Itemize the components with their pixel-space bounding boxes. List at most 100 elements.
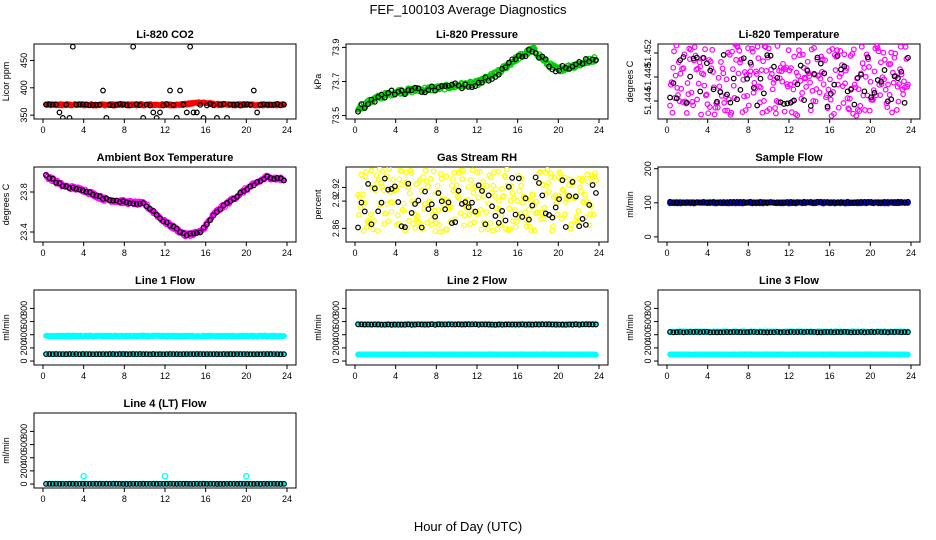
y-tick-label: 200 (19, 463, 29, 478)
data-point-avg (489, 321, 495, 328)
data-point-all (697, 63, 704, 70)
data-point-avg (868, 329, 874, 335)
data-point-avg (562, 224, 569, 230)
data-point-all (382, 210, 389, 217)
data-point-all (454, 193, 461, 200)
data-point-all (425, 183, 431, 189)
x-tick-label: 20 (241, 494, 251, 504)
data-point-avg (177, 87, 183, 94)
data-point-avg (143, 480, 150, 487)
data-point-avg (173, 351, 180, 358)
data-point-avg (495, 219, 502, 226)
y-tick-label: 800 (19, 424, 29, 439)
data-point-avg (452, 321, 459, 328)
data-point-avg (388, 87, 395, 94)
data-point-avg (116, 101, 123, 107)
data-point-all (439, 195, 446, 202)
x-tick-label: 0 (664, 371, 669, 381)
data-point-avg (83, 188, 90, 195)
x-tick-label: 16 (201, 125, 211, 135)
data-point-avg (230, 480, 237, 487)
data-point-avg (53, 101, 60, 108)
x-tick-label: 12 (160, 494, 170, 504)
data-point-avg (777, 329, 784, 336)
data-point-avg (727, 199, 734, 205)
data-point-avg (368, 221, 375, 228)
data-point-avg (734, 199, 740, 205)
data-point-avg (163, 219, 170, 226)
data-point-avg (667, 198, 673, 205)
data-points (667, 328, 911, 358)
data-point-all (730, 82, 737, 89)
y-tick-label: 600 (331, 314, 341, 329)
data-point-all (671, 48, 677, 55)
data-point-all (483, 209, 490, 216)
y-axis-label: kPa (313, 74, 323, 90)
data-point-avg (445, 321, 452, 328)
data-point-avg (714, 199, 720, 206)
data-point-all (863, 51, 870, 58)
data-point-avg (63, 351, 70, 358)
data-points (43, 44, 287, 119)
data-point-all (801, 74, 808, 81)
data-point-all (796, 52, 803, 59)
data-point-avg (472, 321, 479, 328)
data-point-avg (693, 199, 700, 206)
data-point-all (512, 224, 519, 231)
data-point-avg (217, 101, 224, 108)
data-point-all (477, 206, 484, 213)
data-point-avg (130, 351, 137, 357)
data-point-all (548, 174, 555, 181)
data-point-all (805, 70, 812, 77)
data-point-avg (190, 109, 197, 116)
data-point-avg (539, 321, 546, 328)
data-points (43, 171, 287, 240)
data-point-avg (361, 105, 368, 111)
data-point-avg (177, 351, 183, 358)
data-point-all (500, 193, 507, 199)
data-point-avg (247, 183, 254, 190)
data-point-avg (96, 101, 103, 108)
data-point-avg (277, 351, 284, 358)
data-point-all (476, 168, 483, 175)
data-point-avg (542, 321, 549, 328)
data-point-all (581, 191, 588, 198)
data-point-avg (797, 199, 804, 206)
data-point-avg (150, 480, 157, 487)
data-point-all (378, 180, 385, 187)
data-point-avg (412, 321, 418, 328)
data-point-all (834, 47, 841, 54)
data-point-avg (371, 98, 378, 105)
data-point-avg (740, 329, 747, 336)
data-point-avg (257, 351, 264, 358)
data-point-all (728, 109, 735, 116)
data-point-avg (700, 329, 707, 335)
data-point-avg (807, 329, 814, 335)
data-point-all (895, 98, 902, 105)
data-point-all (896, 81, 903, 87)
data-point-avg (398, 321, 405, 328)
y-tick-label: 100 (643, 195, 653, 210)
data-point-avg (157, 351, 163, 358)
data-point-avg (499, 207, 506, 214)
data-point-avg (170, 480, 177, 487)
data-point-avg (807, 102, 814, 109)
data-point-avg (724, 199, 730, 206)
data-point-all (898, 71, 905, 78)
data-point-all (687, 46, 694, 53)
data-point-all (797, 77, 804, 84)
data-point-avg (824, 103, 831, 110)
data-point-avg (425, 87, 432, 93)
data-point-avg (579, 321, 586, 328)
x-tick-label: 24 (906, 371, 916, 381)
data-point-all (484, 183, 490, 189)
data-point-avg (395, 321, 402, 328)
data-point-all (527, 197, 534, 204)
data-point-all (885, 81, 891, 88)
data-point-avg (690, 199, 697, 206)
data-point-all (568, 221, 575, 228)
data-point-all (689, 98, 696, 105)
data-point-all (880, 49, 887, 56)
data-point-avg (220, 101, 227, 107)
data-point-avg (402, 91, 408, 98)
